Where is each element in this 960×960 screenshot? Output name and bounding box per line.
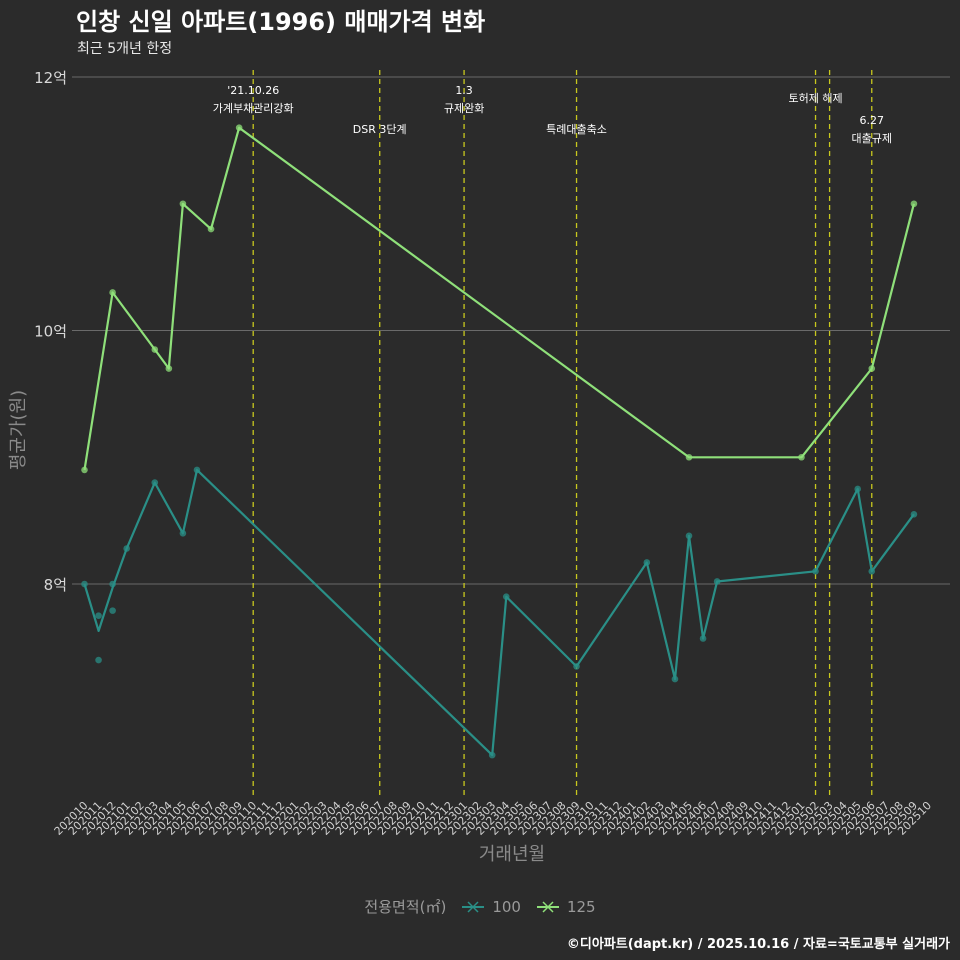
source-caption: ©디아파트(dapt.kr) / 2025.10.16 / 자료=국토교통부 실… [566, 937, 950, 952]
event-label: 가계부채관리강화 [213, 102, 294, 115]
data-point-100 [95, 612, 102, 619]
legend-swatch-125 [536, 900, 559, 913]
y-tick-label: 10억 [34, 323, 67, 341]
data-point-125 [81, 466, 88, 474]
series-line-125 [83, 126, 915, 471]
event-label: '21.10.26 [227, 84, 279, 97]
x-axis-label: 거래년월 [479, 844, 545, 865]
y-axis-label: 평균가(원) [8, 390, 29, 470]
data-point-100 [123, 545, 130, 552]
data-point-100 [488, 751, 496, 759]
y-tick-label: 12억 [34, 69, 67, 87]
page-title: 인창 신일 아파트(1996) 매매가격 변화 [76, 8, 486, 36]
data-point-125 [910, 200, 918, 208]
event-label: DSR 3단계 [353, 123, 407, 136]
data-point-100 [151, 479, 159, 486]
legend: 전용면적(㎡) 100 125 [0, 896, 960, 917]
data-point-125 [685, 453, 693, 461]
data-point-100 [502, 593, 510, 600]
event-label: 6.27 [860, 114, 885, 127]
legend-item-125[interactable]: 125 [535, 898, 596, 916]
y-tick-label: 8억 [44, 576, 67, 594]
data-point-125 [868, 365, 876, 372]
legend-title: 전용면적(㎡) [364, 898, 447, 916]
data-point-100 [95, 656, 102, 664]
data-point-100 [713, 578, 721, 585]
data-point-100 [685, 532, 693, 540]
data-point-100 [868, 568, 876, 575]
data-point-100 [193, 466, 201, 474]
data-point-100 [643, 559, 651, 566]
data-point-100 [573, 663, 580, 670]
data-point-125 [235, 124, 243, 131]
data-point-100 [109, 607, 116, 614]
data-point-100 [910, 510, 918, 518]
data-point-125 [151, 346, 159, 353]
legend-swatch-100 [462, 900, 485, 913]
data-point-125 [179, 200, 187, 208]
data-point-125 [207, 225, 215, 233]
data-point-100 [854, 485, 862, 493]
series-line-100 [83, 468, 915, 757]
data-point-100 [812, 568, 819, 575]
legend-label-125: 125 [566, 897, 596, 916]
page-subtitle: 최근 5개년 한정 [77, 41, 173, 57]
data-point-125 [798, 453, 805, 461]
legend-item-100[interactable]: 100 [460, 898, 521, 916]
event-label: 토허제 해제 [788, 91, 842, 105]
data-point-100 [179, 530, 187, 537]
data-point-125 [109, 289, 116, 296]
data-point-100 [699, 635, 707, 642]
legend-label-100: 100 [492, 897, 521, 916]
event-label: 특례대출축소 [546, 123, 607, 136]
data-point-125 [165, 365, 173, 372]
data-point-100 [81, 580, 88, 588]
event-label: 1.3 [455, 84, 473, 97]
event-label: 규제완화 [444, 102, 484, 115]
event-label: 대출규제 [852, 132, 892, 145]
data-point-100 [671, 675, 679, 683]
data-point-100 [109, 580, 116, 588]
